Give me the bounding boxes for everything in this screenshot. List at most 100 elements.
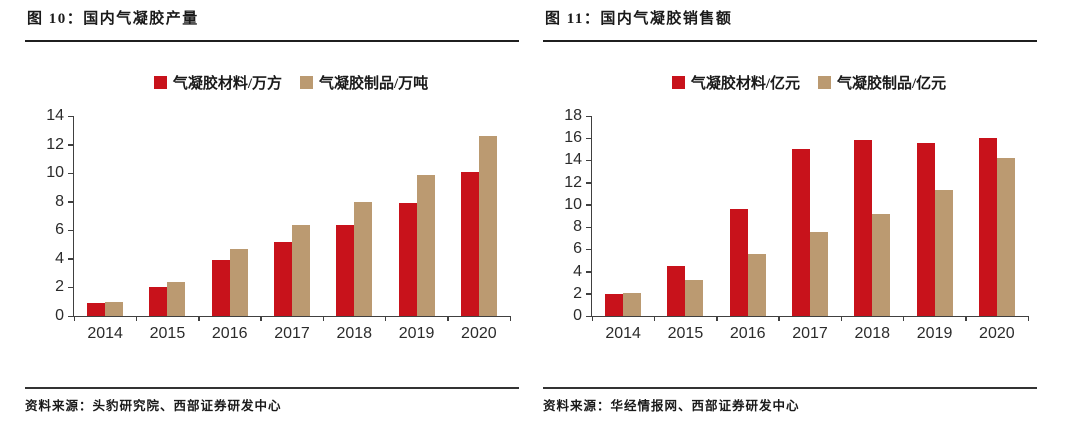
y-axis-label: 4 [55, 249, 64, 267]
plot-area: 0 2 4 6 8 10 12 14 16 18 2014 2015 2016 2017 2018 2019 2… [564, 108, 1029, 342]
x-axis-label: 2016 [211, 325, 248, 342]
bar-气凝胶制品/万吨-2014 [105, 301, 124, 316]
legend-label: 气凝胶制品/亿元 [837, 76, 947, 92]
plot-area: 0 2 4 6 8 10 12 14 2014 2015 2016 2017 2018 2019 2020 [46, 108, 511, 342]
bar-气凝胶材料/万方-2017 [274, 241, 292, 316]
legend-label: 气凝胶材料/亿元 [690, 76, 800, 92]
x-axis-tick [716, 316, 718, 321]
legend-item: 气凝胶制品/亿元 [818, 72, 946, 93]
y-axis-label: 8 [55, 192, 64, 210]
y-axis-label: 0 [573, 307, 582, 324]
y-axis-tick [68, 229, 73, 232]
legend-label: 气凝胶制品/万吨 [319, 76, 429, 92]
y-axis-tick [68, 201, 73, 203]
figure-10-title: 图 10：国内气凝胶产量 [27, 11, 199, 27]
title-divider [543, 40, 1037, 42]
x-axis-tick [653, 316, 656, 321]
y-axis-tick [68, 172, 73, 175]
source-divider [25, 387, 519, 389]
bar-气凝胶材料/万方-2020 [460, 171, 479, 316]
y-axis-label: 6 [55, 221, 64, 239]
bar-气凝胶材料/万方-2014 [87, 303, 106, 316]
title-divider [25, 40, 519, 42]
figure-11-chart: 气凝胶材料/亿元 气凝胶制品/亿元 0 2 4 6 8 10 12 14 16 18 2014 2015 2… [543, 60, 1037, 360]
figure-11-source: 资料来源：华经情报网、西部证券研发中心 [543, 399, 800, 413]
y-axis-label: 0 [55, 307, 64, 324]
y-axis-tick [68, 115, 73, 117]
x-axis-label: 2017 [274, 325, 310, 342]
y-axis-label: 16 [564, 129, 582, 147]
bar-气凝胶制品/万吨-2019 [416, 174, 435, 316]
bar-气凝胶材料/亿元-2019 [916, 142, 935, 316]
figure-10-chart: 气凝胶材料/万方 气凝胶制品/万吨 0 2 4 6 8 10 12 14 2014 2015 2016 2… [25, 60, 519, 360]
y-axis-tick [586, 182, 591, 184]
y-axis-label: 12 [46, 135, 64, 153]
legend-item: 气凝胶材料/万方 [153, 72, 282, 93]
y-axis-tick [68, 258, 73, 260]
legend-item: 气凝胶制品/万吨 [300, 72, 428, 93]
bar-气凝胶材料/万方-2015 [149, 287, 168, 316]
x-axis-label: 2014 [87, 325, 123, 342]
legend-swatch-icon [671, 76, 685, 89]
x-axis-tick [384, 316, 387, 321]
y-axis-label: 10 [564, 195, 582, 213]
chart-legend: 气凝胶材料/亿元 气凝胶制品/亿元 [591, 72, 1027, 93]
x-axis-tick [840, 316, 843, 321]
y-axis-label: 10 [46, 164, 64, 182]
x-axis-tick [778, 316, 780, 321]
bar-气凝胶制品/万吨-2015 [167, 281, 186, 316]
y-axis-label: 8 [573, 218, 582, 236]
y-axis-label: 4 [573, 262, 582, 280]
bar-气凝胶制品/亿元-2016 [747, 253, 766, 316]
figure-10-panel: 图 10：国内气凝胶产量 气凝胶材料/万方 气凝胶制品/万吨 0 2 4 6 8 10 12 14… [25, 0, 519, 423]
figure-11-title: 图 11：国内气凝胶销售额 [545, 11, 733, 27]
bar-气凝胶制品/万吨-2017 [292, 224, 310, 316]
legend-label: 气凝胶材料/万方 [172, 76, 282, 92]
x-axis-tick [902, 316, 905, 321]
x-axis-label: 2018 [336, 325, 373, 342]
bar-气凝胶材料/亿元-2017 [792, 149, 810, 316]
y-axis-tick [586, 159, 591, 162]
bar-气凝胶制品/亿元-2015 [685, 280, 704, 316]
bar-气凝胶材料/亿元-2020 [978, 138, 997, 316]
x-axis-tick [198, 316, 200, 321]
x-axis-label: 2015 [149, 325, 186, 342]
bar-气凝胶制品/亿元-2017 [810, 231, 828, 316]
y-axis-label: 2 [55, 278, 64, 296]
bar-气凝胶制品/万吨-2016 [229, 248, 248, 316]
y-axis-tick [68, 286, 73, 289]
y-axis-label: 14 [564, 151, 582, 169]
y-axis-label: 6 [573, 240, 582, 258]
bar-气凝胶制品/亿元-2014 [623, 292, 642, 316]
y-axis-tick [586, 137, 591, 140]
bar-气凝胶制品/亿元-2019 [934, 190, 953, 316]
x-axis-label: 2018 [854, 325, 891, 342]
x-axis-label: 2016 [729, 325, 766, 342]
legend-swatch-icon [300, 76, 313, 89]
x-axis-label: 2020 [979, 325, 1015, 342]
bar-气凝胶制品/亿元-2018 [872, 213, 891, 316]
x-axis-tick [965, 316, 967, 321]
y-axis-tick [68, 315, 73, 317]
x-axis-tick [447, 316, 449, 321]
y-axis-tick [68, 144, 73, 146]
x-axis-tick [73, 316, 75, 321]
legend-swatch-icon [153, 76, 167, 89]
y-axis-tick [586, 248, 591, 251]
x-axis-tick [591, 316, 593, 321]
y-axis-label: 12 [564, 173, 582, 191]
y-axis-tick [586, 226, 591, 229]
y-axis-tick [586, 315, 591, 317]
bar-气凝胶材料/万方-2016 [211, 260, 230, 316]
figure-10-source: 资料来源：头豹研究院、西部证券研发中心 [25, 399, 282, 413]
bar-气凝胶材料/亿元-2016 [729, 209, 748, 316]
chart-legend: 气凝胶材料/万方 气凝胶制品/万吨 [73, 72, 509, 93]
source-divider [543, 387, 1037, 389]
x-axis-label: 2019 [916, 325, 953, 342]
y-axis-tick [586, 204, 591, 206]
y-axis-label: 2 [573, 284, 582, 302]
legend-swatch-icon [818, 76, 831, 89]
bar-气凝胶材料/万方-2019 [398, 203, 417, 316]
y-axis-label: 14 [46, 107, 64, 124]
